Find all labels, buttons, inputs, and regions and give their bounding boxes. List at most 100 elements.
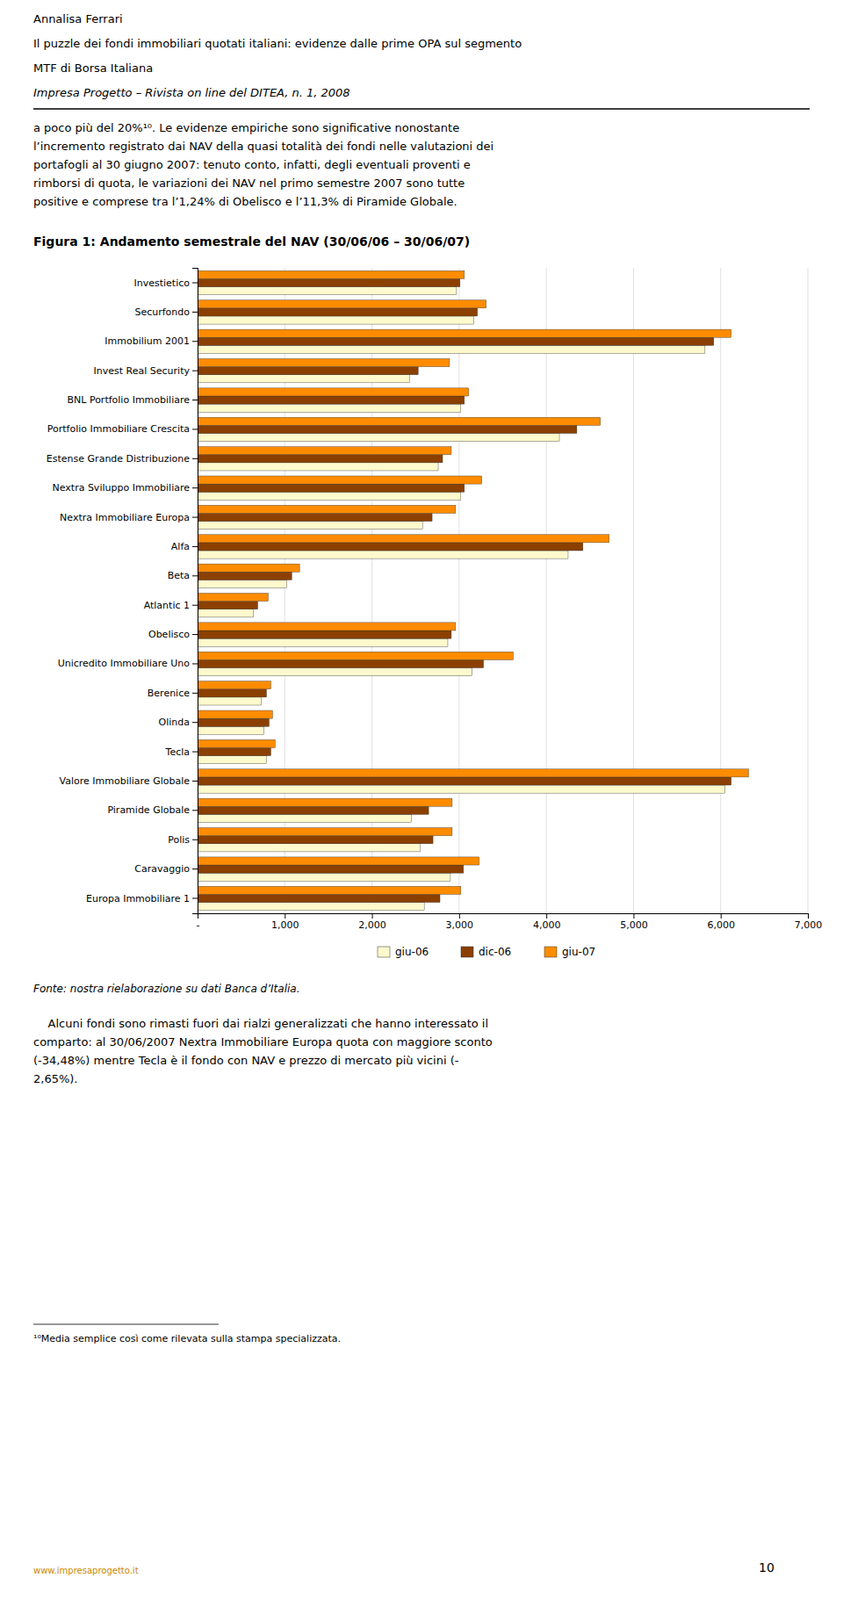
- legend-swatch: [377, 946, 390, 958]
- source-note: Fonte: nostra rielaborazione su dati Ban…: [33, 982, 300, 995]
- axis-line: [192, 268, 199, 915]
- bar: [197, 777, 732, 786]
- bar: [197, 367, 418, 375]
- bar: [197, 278, 461, 287]
- y-axis: Europa Immobiliare 1CaravaggioPolisPiram…: [46, 268, 199, 915]
- bar: [197, 270, 465, 279]
- tick: Securfondo: [134, 306, 198, 318]
- tick-label: 1,000: [271, 919, 300, 931]
- bar: [197, 316, 475, 325]
- tick-mark: [192, 780, 198, 782]
- bar: [197, 462, 439, 471]
- series: [197, 287, 726, 911]
- tick: Berenice: [147, 687, 198, 699]
- bar: [197, 475, 483, 484]
- bar: [197, 659, 484, 668]
- tick: 7,000: [794, 913, 823, 931]
- bar: [197, 571, 292, 580]
- header-line: MTF di Borsa Italiana: [33, 61, 153, 75]
- tick: Valore Immobiliare Globale: [59, 775, 198, 787]
- bar: [197, 638, 448, 647]
- tick: Nextra Sviluppo Immobiliare: [52, 482, 199, 494]
- tick-mark: [192, 546, 198, 548]
- bar: [197, 329, 732, 338]
- grid-line: [720, 267, 721, 914]
- tick-mark: [192, 868, 198, 870]
- tick-label: Portfolio Immobiliare Crescita: [47, 423, 190, 435]
- legend-item: giu-06: [377, 945, 429, 959]
- bar: [197, 374, 410, 383]
- tick-mark: [192, 311, 198, 313]
- tick: 2,000: [358, 913, 387, 931]
- tick-mark: [192, 809, 198, 811]
- bar: [197, 857, 480, 865]
- series: [197, 278, 732, 902]
- tick: Alfa: [171, 540, 198, 553]
- bar: [197, 358, 450, 367]
- bars: [197, 270, 749, 910]
- tick-mark: [192, 517, 198, 519]
- tick-mark: [546, 913, 548, 919]
- chart: -1,0002,0003,0004,0005,0006,0007,000Euro…: [46, 267, 822, 931]
- bar: [197, 491, 462, 500]
- bar: [197, 300, 487, 309]
- bar: [197, 550, 569, 559]
- bar: [197, 739, 275, 748]
- bar: [197, 337, 714, 346]
- body-text: positive e comprese tra l’1,24% di Obeli…: [33, 194, 458, 209]
- tick-label: Alfa: [171, 540, 190, 553]
- tick-label: Berenice: [147, 687, 190, 699]
- grid-line: [546, 267, 548, 914]
- body-text: rimborsi di quota, le variazioni dei NAV…: [33, 176, 465, 190]
- bar: [197, 534, 610, 543]
- bar: [197, 287, 457, 296]
- page: Annalisa FerrariIl puzzle dei fondi immo…: [0, 0, 843, 1600]
- tick-label: Investietico: [133, 277, 190, 289]
- bar: [197, 668, 473, 677]
- tick-label: Tecla: [165, 746, 190, 758]
- tick: Caravaggio: [134, 863, 198, 875]
- tick-label: 3,000: [446, 919, 475, 931]
- tick: 3,000: [446, 913, 475, 931]
- header-rule: [33, 108, 810, 110]
- grid-line: [458, 267, 460, 914]
- tick-label: Europa Immobiliare 1: [86, 892, 190, 904]
- bar: [197, 843, 420, 852]
- tick: Unicredito Immobiliare Uno: [57, 657, 198, 670]
- bar: [197, 756, 267, 764]
- tick-mark: [459, 913, 461, 919]
- tick-label: Unicredito Immobiliare Uno: [57, 657, 191, 670]
- tick-mark: [192, 487, 198, 489]
- footnote-rule: [33, 1324, 219, 1326]
- tick-mark: [720, 913, 722, 919]
- tick-label: 7,000: [794, 919, 823, 931]
- legend-item: giu-07: [544, 945, 596, 959]
- tick: Portfolio Immobiliare Crescita: [47, 423, 198, 435]
- legend-label: giu-07: [562, 945, 596, 959]
- tick-label: Valore Immobiliare Globale: [59, 775, 191, 787]
- tick: Beta: [167, 569, 198, 582]
- tick-mark: [192, 839, 198, 841]
- tick: 5,000: [619, 913, 649, 931]
- grid-line: [807, 267, 809, 914]
- tick: Obelisco: [148, 628, 198, 641]
- body-text: 2,65%).: [33, 1072, 79, 1086]
- header-line: Impresa Progetto – Rivista on line del D…: [33, 86, 351, 100]
- body-text: comparto: al 30/06/2007 Nextra Immobilia…: [33, 1035, 493, 1049]
- tick-mark: [372, 913, 374, 919]
- bar: [197, 593, 268, 602]
- bar: [197, 563, 300, 572]
- tick: 1,000: [271, 913, 300, 931]
- tick: Olinda: [158, 716, 198, 728]
- bar: [197, 454, 443, 463]
- bar: [197, 630, 452, 639]
- tick-label: Obelisco: [148, 628, 190, 641]
- bar: [197, 432, 560, 441]
- tick-mark: [192, 662, 198, 664]
- bar: [197, 697, 261, 706]
- bar: [197, 512, 433, 521]
- bar: [197, 814, 411, 822]
- tick: Europa Immobiliare 1: [86, 892, 198, 904]
- tick-label: BNL Portfolio Immobiliare: [67, 394, 191, 406]
- bar: [197, 651, 513, 660]
